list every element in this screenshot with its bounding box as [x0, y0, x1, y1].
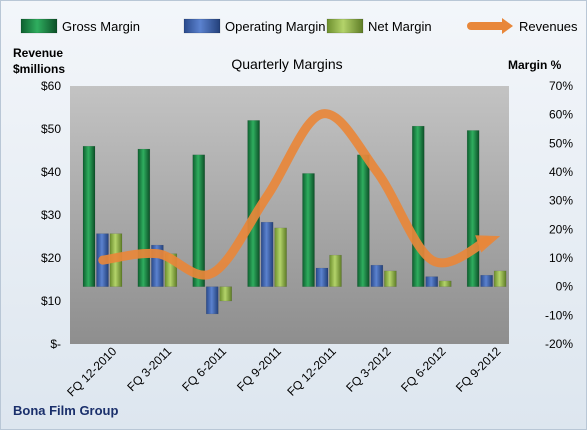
x-tick-label: FQ 9-2012 [453, 344, 504, 395]
right-tick-label: 30% [549, 194, 573, 208]
legend-swatch [326, 18, 364, 34]
left-tick-label: $60 [41, 79, 61, 93]
x-tick-label: FQ 3-2011 [124, 344, 174, 394]
left-axis-title-line1: Revenue [13, 46, 63, 60]
right-tick-label: 0% [556, 280, 574, 294]
revenues-arrowhead [475, 235, 501, 253]
x-tick-label: FQ 3-2012 [343, 344, 394, 395]
revenues-line [98, 109, 492, 280]
legend-swatch [20, 18, 58, 34]
right-tick-label: 20% [549, 222, 573, 236]
right-tick-label: 10% [549, 251, 573, 265]
right-axis: -20% -10% 0% 10% 20% 30% 40% 50% 60% 70% [545, 79, 573, 351]
x-tick-label: FQ 6-2011 [179, 344, 229, 394]
operating-margin-bar [425, 276, 438, 287]
net-margin-bar [329, 254, 342, 287]
gross-margin-bar [466, 130, 480, 287]
gross-margin-bar [137, 148, 151, 287]
left-tick-label: $30 [41, 208, 61, 222]
net-margin-bar [439, 280, 452, 287]
legend-label: Revenues [519, 19, 578, 34]
right-tick-label: 40% [549, 165, 573, 179]
operating-margin-bar [315, 267, 329, 287]
legend-label: Operating Margin [225, 19, 325, 34]
x-tick-label: FQ 12-2011 [284, 344, 339, 399]
operating-margin-bar [480, 274, 493, 287]
net-margin-bar [219, 286, 232, 302]
legend-swatch-revenues-arrow [502, 18, 513, 34]
company-name: Bona Film Group [13, 403, 119, 418]
operating-margin-bar [370, 264, 384, 287]
left-axis-title-line2: $millions [13, 62, 65, 76]
x-axis: FQ 12-2010 FQ 3-2011 FQ 6-2011 FQ 9-2011 FQ … [64, 344, 504, 399]
right-tick-label: 60% [549, 108, 573, 122]
chart-title: Quarterly Margins [231, 56, 342, 72]
left-axis: $- $10 $20 $30 $40 $50 $60 [41, 79, 61, 351]
left-tick-label: $10 [41, 294, 61, 308]
right-tick-label: 70% [549, 79, 573, 93]
gross-margin-bar [82, 145, 96, 287]
left-tick-label: $50 [41, 122, 61, 136]
x-tick-label: FQ 6-2012 [398, 344, 449, 395]
right-tick-label: -10% [545, 308, 573, 322]
gross-margin-bar [357, 154, 370, 287]
legend-label: Gross Margin [62, 19, 140, 34]
gross-margin-bar [192, 154, 205, 287]
left-tick-label: $20 [41, 251, 61, 265]
right-axis-title: Margin % [508, 58, 562, 72]
legend-swatch [183, 18, 221, 34]
net-margin-bar [493, 270, 507, 287]
gross-margin-bar [302, 173, 315, 287]
right-tick-label: -20% [545, 337, 573, 351]
net-margin-bar [274, 227, 287, 287]
operating-margin-bar [206, 286, 219, 315]
revenue-line [98, 109, 501, 280]
plot-area [70, 86, 509, 344]
net-margin-bar [384, 270, 397, 287]
legend: Gross Margin Operating Margin Net Margin Re… [20, 18, 578, 34]
left-tick-label: $- [50, 337, 61, 351]
gross-margin-bar [412, 125, 425, 287]
x-tick-label: FQ 9-2011 [234, 344, 284, 394]
legend-label: Net Margin [368, 19, 432, 34]
right-tick-label: 50% [549, 136, 573, 150]
operating-margin-bar [260, 221, 274, 287]
left-tick-label: $40 [41, 165, 61, 179]
x-tick-label: FQ 12-2010 [64, 344, 119, 399]
